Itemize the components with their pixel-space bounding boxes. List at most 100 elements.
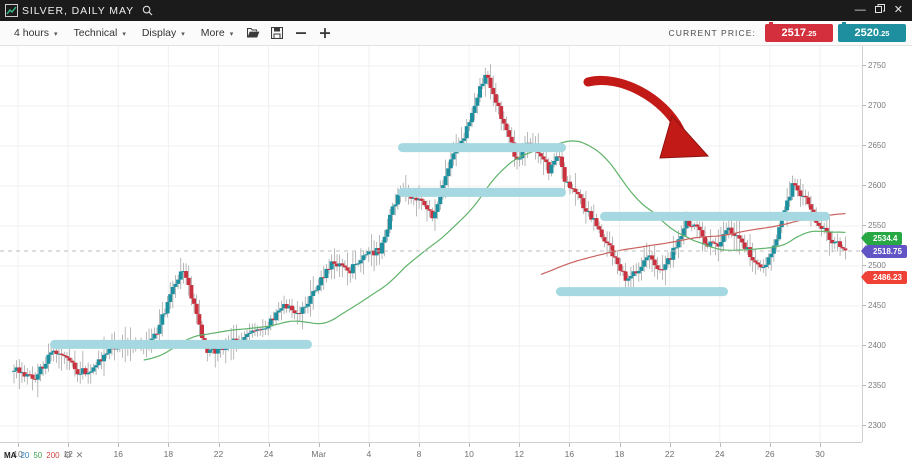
x-axis-tick-mark (268, 443, 270, 447)
x-axis-tick: 8 (416, 449, 422, 459)
restore-button[interactable] (874, 4, 885, 17)
y-axis-tick: 2300 (863, 421, 886, 430)
x-axis-tick-mark (619, 443, 621, 447)
x-axis-tick: 12 (63, 449, 73, 459)
display-dropdown[interactable]: Display ▾ (134, 21, 193, 46)
ma-long-price-flag[interactable]: 2486.23 (861, 270, 907, 284)
timeframe-label: 4 hours (14, 27, 50, 39)
resistance-zone-3 (600, 211, 830, 221)
ask-price-decimals: .25 (879, 29, 890, 38)
y-axis-tick: 2350 (863, 381, 886, 390)
chevron-down-icon: ▾ (54, 31, 58, 38)
x-axis-tick: 4 (366, 449, 372, 459)
x-axis-tick: 24 (715, 449, 725, 459)
x-axis-tick: 30 (815, 449, 825, 459)
y-axis-tick: 2550 (863, 221, 886, 230)
price-axis[interactable]: 2750 2700 2650 2600 2550 2500 2450 2400 2350 2300… (860, 46, 912, 442)
minimize-button[interactable]: — (854, 4, 866, 16)
ma-price-flag[interactable]: 2534.4 (860, 231, 903, 245)
indicator-legend[interactable]: MA 20 50 200 ⚙ ✕ (4, 450, 83, 461)
price-ticker: CURRENT PRICE: 2517.25 2520.25 (668, 22, 912, 42)
indicator-period-20: 20 (20, 451, 30, 460)
indicator-period-50: 50 (33, 451, 43, 460)
display-label: Display (141, 27, 177, 39)
x-axis-tick-mark (719, 443, 721, 447)
ask-price-value: 2520 (854, 27, 880, 39)
time-axis[interactable]: 10 12 16 18 22 24 Mar 4 8 10 12 16 18 22 24 26 30 (0, 442, 862, 464)
y-axis-tick: 2600 (863, 181, 886, 190)
x-axis-tick-mark (419, 443, 420, 447)
x-axis-tick: 18 (163, 449, 174, 459)
app-logo-icon (0, 0, 22, 21)
bid-price-decimals: .25 (806, 29, 817, 38)
indicator-name: MA (4, 451, 17, 460)
indicator-period-200: 200 (46, 451, 60, 460)
x-axis-tick-mark (218, 443, 220, 447)
down-trend-arrow (583, 76, 710, 159)
floppy-save-icon[interactable] (265, 21, 289, 46)
folder-open-icon[interactable] (241, 21, 265, 46)
zoom-out-minus-icon[interactable] (289, 21, 313, 46)
x-axis-tick-mark (469, 443, 471, 447)
ma-line-50 (143, 140, 846, 361)
chart-area[interactable]: 2750 2700 2650 2600 2550 2500 2450 2400 2350 2300… (0, 46, 912, 464)
x-axis-tick: 18 (614, 449, 625, 459)
ma-line-200 (540, 213, 846, 276)
y-axis-tick: 2700 (863, 101, 886, 110)
x-axis-tick: 10 (464, 449, 474, 459)
x-axis-tick-mark (368, 443, 370, 447)
x-axis-tick-mark (820, 443, 821, 447)
x-axis-tick-mark (168, 443, 170, 447)
close-button[interactable]: ✕ (893, 4, 903, 16)
x-axis-tick-mark (519, 443, 521, 447)
search-icon[interactable] (142, 5, 153, 16)
last-price-flag[interactable]: 2518.75 (861, 244, 907, 258)
window-title-bar: SILVER, DAILY MAY — ✕ (0, 0, 912, 21)
x-axis-tick-mark (68, 443, 70, 447)
y-axis-tick: 2400 (863, 341, 886, 350)
window-title: SILVER, DAILY MAY (22, 4, 134, 17)
chevron-down-icon: ▾ (181, 31, 185, 38)
x-axis-tick-mark (118, 443, 120, 447)
x-axis-tick: 12 (514, 449, 524, 459)
x-axis-tick: 10 (13, 449, 23, 459)
x-axis-tick-mark (569, 443, 571, 447)
technical-label: Technical (73, 27, 118, 39)
chart-toolbar: 4 hours ▾ Technical ▾ Display ▾ More ▾ (0, 21, 912, 46)
gear-icon[interactable]: ⚙ (63, 450, 72, 460)
x-axis-tick-mark (18, 443, 19, 447)
x-axis-tick-mark (769, 443, 771, 447)
x-axis-tick-mark (669, 443, 671, 447)
x-axis-tick: 16 (564, 449, 575, 459)
y-axis-tick: 2500 (863, 261, 886, 270)
x-axis-tick: 24 (263, 449, 274, 459)
x-axis-tick: 22 (664, 449, 675, 459)
ask-price-box[interactable]: 2520.25 (838, 22, 906, 42)
bid-price-box[interactable]: 2517.25 (765, 22, 833, 42)
x-axis-tick: 22 (213, 449, 224, 459)
window-controls: — ✕ (855, 4, 912, 17)
resistance-zone-2 (398, 187, 566, 197)
more-dropdown[interactable]: More ▾ (193, 21, 241, 46)
y-axis-tick: 2750 (863, 61, 886, 70)
support-zone-2 (556, 287, 728, 297)
chevron-down-icon: ▾ (122, 31, 126, 38)
more-label: More (200, 27, 225, 39)
technical-dropdown[interactable]: Technical ▾ (66, 21, 134, 46)
close-icon[interactable]: ✕ (75, 450, 84, 460)
x-axis-tick: Mar (311, 449, 327, 459)
chevron-down-icon: ▾ (229, 31, 234, 38)
support-zone-1 (50, 339, 312, 349)
price-plot[interactable] (0, 46, 862, 442)
zoom-in-plus-icon[interactable] (313, 21, 337, 46)
x-axis-tick: 16 (113, 449, 123, 459)
x-axis-tick: 26 (765, 449, 775, 459)
resistance-zone-1 (398, 143, 566, 153)
bid-price-value: 2517 (781, 27, 807, 39)
y-axis-tick: 2650 (863, 141, 886, 150)
current-price-label: CURRENT PRICE: (668, 28, 756, 38)
timeframe-dropdown[interactable]: 4 hours ▾ (6, 21, 66, 46)
x-axis-tick-mark (318, 443, 320, 447)
y-axis-tick: 2450 (863, 301, 886, 310)
